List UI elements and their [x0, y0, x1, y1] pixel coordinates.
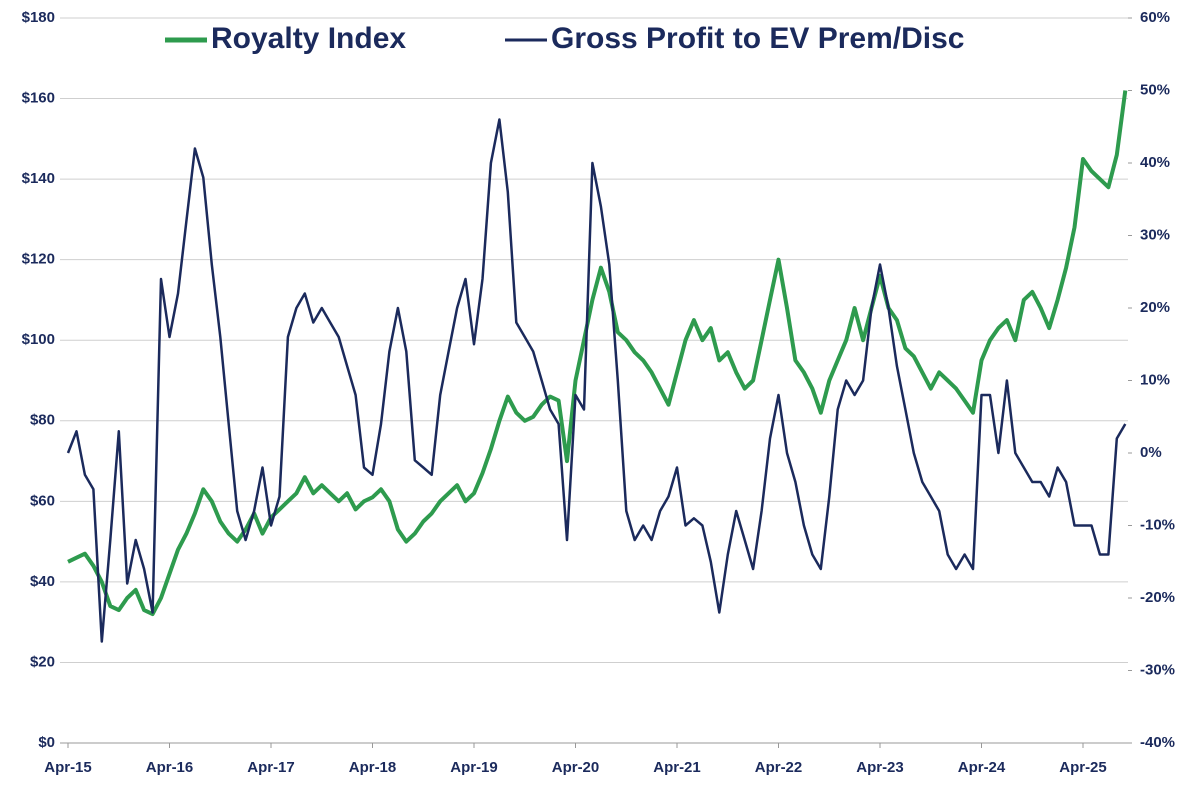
series-line [67, 90, 1128, 617]
y-tick-label: $60 [30, 492, 55, 509]
x-tick-label: Apr-16 [146, 759, 194, 776]
y-tick-label: $180 [22, 9, 55, 26]
y-tick-label: $20 [30, 653, 55, 670]
y-tick-label: $0 [38, 734, 55, 751]
y2-tick-label: 10% [1140, 371, 1170, 388]
y2-tick-label: 40% [1140, 154, 1170, 171]
y-tick-label: $120 [22, 251, 55, 268]
x-tick-label: Apr-22 [755, 759, 803, 776]
x-tick-label: Apr-19 [450, 759, 498, 776]
series-line [66, 118, 1127, 643]
x-tick-label: Apr-20 [552, 759, 600, 776]
y2-tick-label: -30% [1140, 661, 1175, 678]
x-tick-label: Apr-24 [958, 759, 1006, 776]
x-tick-label: Apr-23 [856, 759, 904, 776]
x-tick-label: Apr-18 [349, 759, 397, 776]
y-tick-label: $100 [22, 331, 55, 348]
y2-tick-label: -10% [1140, 516, 1175, 533]
y2-tick-label: 60% [1140, 9, 1170, 26]
y2-tick-label: 50% [1140, 81, 1170, 98]
y2-tick-label: 0% [1140, 444, 1162, 461]
y2-tick-label: -20% [1140, 589, 1175, 606]
legend-label: Royalty Index [211, 22, 406, 55]
y-tick-label: $80 [30, 412, 55, 429]
y2-tick-label: -40% [1140, 734, 1175, 751]
y-tick-label: $140 [22, 170, 55, 187]
y-tick-label: $40 [30, 573, 55, 590]
y-tick-label: $160 [22, 90, 55, 107]
y2-tick-label: 30% [1140, 226, 1170, 243]
y2-tick-label: 20% [1140, 299, 1170, 316]
x-tick-label: Apr-15 [44, 759, 92, 776]
x-tick-label: Apr-21 [653, 759, 701, 776]
x-tick-label: Apr-17 [247, 759, 295, 776]
legend-label: Gross Profit to EV Prem/Disc [551, 22, 964, 55]
x-tick-label: Apr-25 [1059, 759, 1107, 776]
